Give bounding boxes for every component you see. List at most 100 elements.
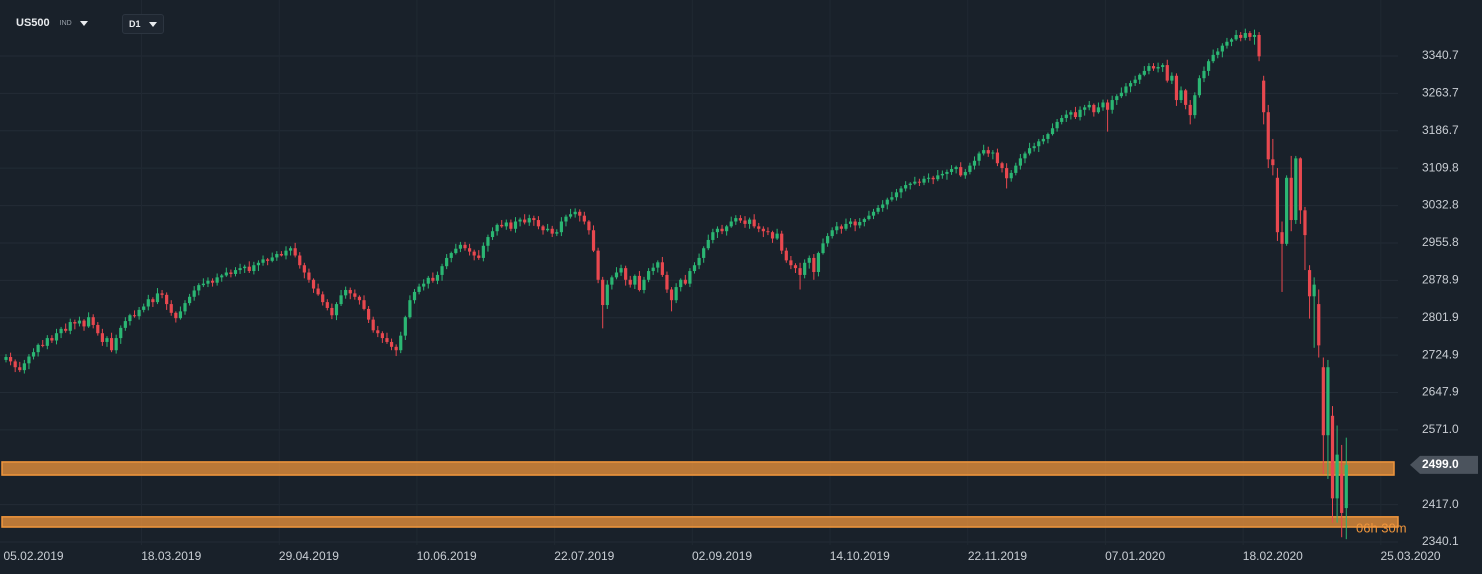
candle-body (252, 265, 256, 272)
candle-body (656, 262, 660, 268)
candle (261, 255, 265, 266)
candle (288, 246, 293, 256)
candle-body (100, 333, 104, 342)
candle (8, 352, 13, 366)
candle-body (316, 288, 320, 295)
candle-body (789, 260, 793, 266)
candle (27, 354, 31, 370)
current-price-label: 2499.0 (1422, 457, 1459, 471)
candle (633, 274, 637, 290)
candle-body (1193, 95, 1197, 116)
candle-body (266, 259, 270, 261)
candle (752, 214, 756, 229)
candle (582, 211, 586, 225)
candle-body (178, 311, 183, 319)
candle-body (1165, 65, 1169, 81)
candle-body (1252, 34, 1257, 37)
candle-body (844, 223, 848, 229)
symbol-selector[interactable]: US500 IND (16, 14, 88, 32)
y-tick-label: 2878.9 (1422, 272, 1459, 286)
candle (174, 311, 178, 323)
candle (1184, 88, 1188, 110)
x-tick-label: 05.02.2019 (4, 549, 64, 563)
candle (1101, 99, 1105, 111)
candle (926, 173, 931, 183)
candle-body (330, 307, 334, 316)
candle-body (725, 226, 729, 232)
candle (64, 323, 68, 333)
candle-body (1280, 232, 1284, 244)
candle (477, 250, 481, 260)
candle (247, 261, 251, 273)
candle-body (624, 268, 628, 280)
candle (431, 272, 435, 283)
candle (1156, 62, 1160, 73)
y-tick-label: 2571.0 (1422, 422, 1459, 436)
candle-body (1106, 102, 1110, 110)
candle-body (1229, 39, 1234, 42)
candle (440, 263, 444, 281)
candle-body (766, 231, 770, 233)
timeframe-selector[interactable]: D1 (122, 14, 164, 34)
candle (894, 188, 899, 201)
candle-body (68, 322, 72, 331)
candle-body (1096, 107, 1101, 113)
candle-body (885, 199, 889, 205)
candle-body (1289, 177, 1293, 221)
candle (417, 283, 421, 295)
candle (1087, 101, 1091, 111)
candle-body (550, 228, 554, 234)
candle (1234, 30, 1238, 41)
candle-body (1326, 367, 1330, 436)
candle (890, 191, 894, 202)
candle-body (848, 221, 853, 224)
candle (504, 219, 508, 230)
candle-body (936, 175, 940, 180)
candle (1289, 155, 1293, 232)
candle-body (743, 220, 747, 224)
candle-body (472, 251, 476, 256)
candle (1165, 59, 1169, 83)
candle (224, 267, 228, 277)
candle-body (445, 257, 449, 267)
candle (426, 275, 430, 289)
candle (215, 273, 219, 286)
candle (826, 233, 830, 247)
candle-body (1340, 474, 1344, 513)
candle (481, 242, 485, 262)
candle-body (1147, 66, 1151, 71)
candle (1092, 103, 1096, 117)
candle (1046, 132, 1050, 144)
candle (536, 216, 541, 230)
candle (399, 331, 403, 354)
candle-body (816, 253, 821, 273)
candle (1220, 43, 1224, 58)
candle (385, 332, 389, 344)
candle (1170, 72, 1174, 85)
candle (1216, 48, 1220, 59)
candle (454, 243, 458, 255)
candle-body (417, 286, 421, 292)
candle-body (1083, 107, 1087, 110)
candle (178, 306, 183, 320)
candle (41, 340, 45, 348)
candle (105, 336, 109, 347)
candle-body (674, 287, 678, 301)
candle-body (729, 221, 733, 227)
candle-body (454, 248, 458, 254)
candle (642, 276, 646, 294)
candle (986, 146, 990, 157)
candle-body (142, 306, 146, 310)
candle-body (311, 279, 316, 289)
candle (862, 217, 866, 227)
candle (573, 208, 577, 218)
candle-body (949, 169, 954, 172)
candle-body (431, 277, 435, 281)
candle-body (761, 228, 765, 232)
candle (472, 249, 476, 261)
candle (807, 255, 811, 269)
candle (784, 247, 788, 263)
candle-body (798, 268, 802, 275)
candle-body (711, 232, 715, 240)
